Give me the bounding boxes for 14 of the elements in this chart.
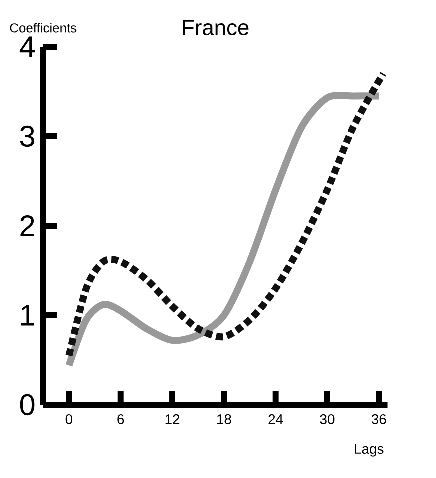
x-tick-label: 30	[320, 414, 335, 424]
y-tick-label: 1	[22, 305, 34, 326]
y-tick-label: 3	[20, 126, 35, 148]
y-tick-label: 2	[20, 216, 34, 236]
y-axis-title: Coefficients	[10, 23, 77, 33]
x-tick-label: 18	[217, 414, 232, 424]
x-tick-label: 6	[118, 414, 124, 424]
y-tick-label: 4	[20, 36, 35, 58]
x-axis-title: Lags	[355, 444, 384, 457]
x-tick-label: 36	[372, 414, 386, 424]
chart-title: France	[183, 20, 249, 36]
x-tick-label: 0	[66, 414, 73, 424]
x-tick-label: 12	[166, 414, 180, 424]
x-tick-label: 24	[268, 414, 284, 424]
